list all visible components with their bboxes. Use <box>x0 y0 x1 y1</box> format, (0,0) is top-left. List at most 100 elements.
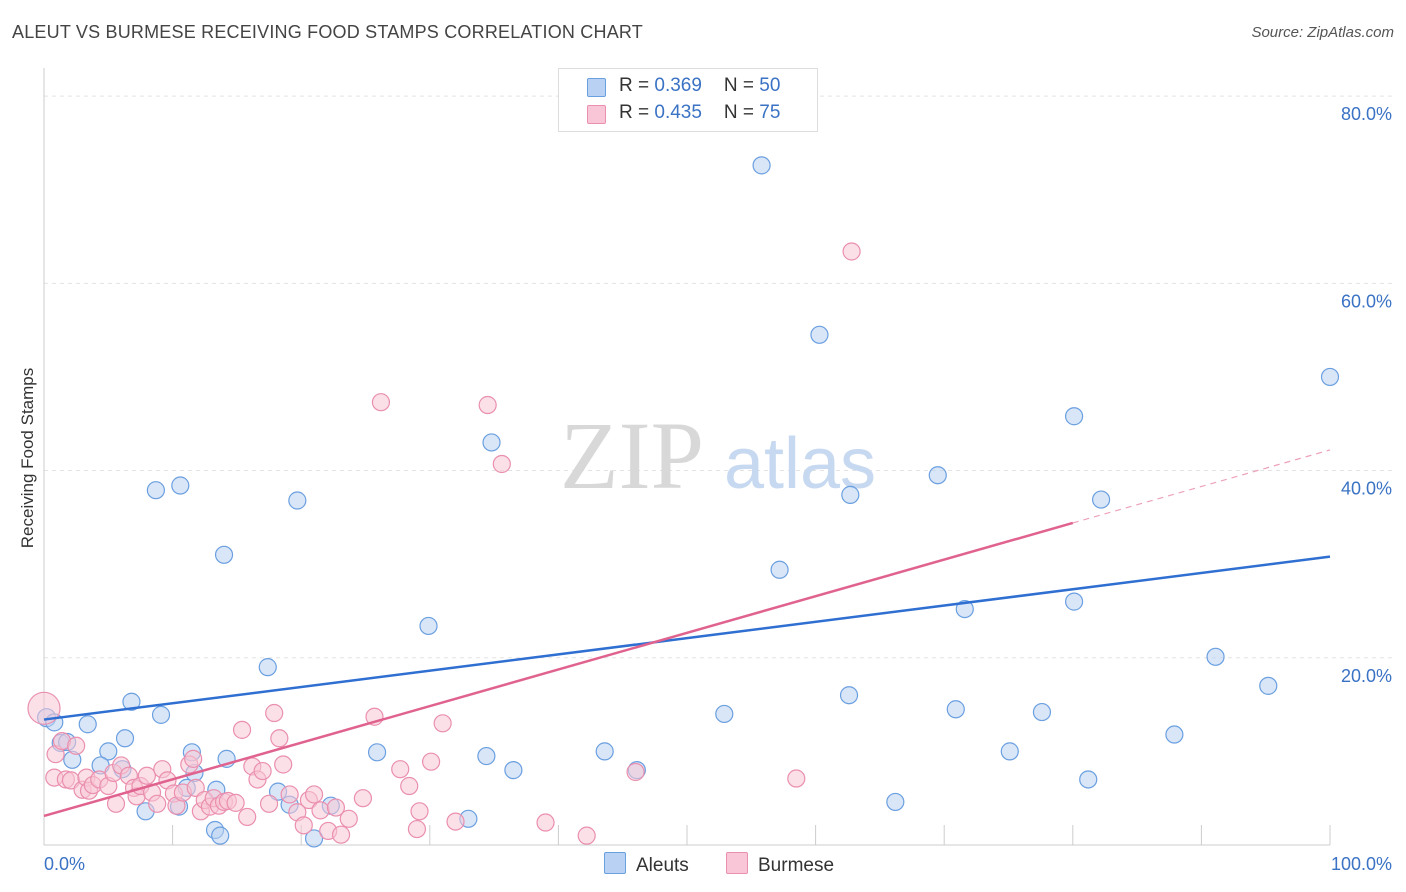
burmese-trend-line <box>43 521 1074 818</box>
burmese-point <box>339 809 358 828</box>
aleuts-point <box>482 433 501 452</box>
y-tick-label: 60.0% <box>1341 291 1392 311</box>
aleuts-point <box>288 491 307 510</box>
aleuts-point <box>146 481 165 500</box>
burmese-point <box>226 793 245 812</box>
legend-n-label: N = <box>723 102 760 123</box>
bottom-legend-swatch-burmese <box>726 852 748 874</box>
bottom-legend-label-burmese: Burmese <box>758 855 835 876</box>
legend-r-value-burmese: 0.435 <box>654 102 702 123</box>
burmese-point <box>353 789 373 808</box>
burmese-point <box>186 778 205 797</box>
burmese-point <box>391 760 410 779</box>
aleuts-point <box>151 705 171 724</box>
aleuts-point <box>1032 702 1052 722</box>
chart-title: ALEUT VS BURMESE RECEIVING FOOD STAMPS C… <box>12 22 643 42</box>
burmese-point <box>67 736 86 755</box>
trend-lines <box>43 449 1331 818</box>
burmese-point <box>270 729 289 748</box>
aleuts-point <box>1165 725 1184 744</box>
watermark: ZIP atlas <box>560 402 876 509</box>
watermark-zip: ZIP <box>560 402 704 509</box>
aleuts-point <box>258 658 277 677</box>
aleuts-trend-line <box>43 555 1331 721</box>
aleuts-point <box>304 829 324 848</box>
tick-labels: 20.0% 40.0% 60.0% 80.0% 0.0% 100.0% <box>44 104 1392 874</box>
burmese-point <box>148 794 167 813</box>
legend-r-label: R = <box>619 75 655 96</box>
x-tick-label: 100.0% <box>1331 854 1392 874</box>
burmese-point <box>433 714 452 733</box>
burmese-points <box>27 242 861 845</box>
aleuts-point <box>839 686 859 705</box>
burmese-trend-extension <box>1072 449 1331 524</box>
aleuts-point <box>946 700 965 719</box>
aleuts-point <box>122 692 141 711</box>
aleuts-point <box>841 485 860 504</box>
legend-r-value-aleuts: 0.369 <box>654 75 702 96</box>
burmese-point <box>274 755 293 774</box>
legend-n-label: N = <box>723 75 760 96</box>
legend-n-value-burmese: 75 <box>759 102 781 123</box>
aleuts-point <box>367 743 387 762</box>
aleuts-point <box>171 476 190 495</box>
burmese-point <box>238 807 257 827</box>
legend-swatch-burmese <box>587 105 606 124</box>
legend-r-label: R = <box>619 102 655 123</box>
aleuts-point <box>78 715 97 734</box>
burmese-point <box>326 798 346 817</box>
burmese-point <box>478 395 497 415</box>
legend-n-value-aleuts: 50 <box>759 75 781 96</box>
gridlines <box>44 95 1392 659</box>
aleuts-point <box>214 545 234 564</box>
aleuts-point <box>477 746 496 766</box>
burmese-point <box>265 703 284 723</box>
burmese-point <box>253 761 272 781</box>
burmese-point <box>410 802 429 821</box>
aleuts-point <box>115 729 135 748</box>
legend-swatch-aleuts <box>587 78 606 97</box>
burmese-point <box>371 393 391 412</box>
aleuts-point <box>595 742 614 761</box>
burmese-point <box>184 749 203 768</box>
burmese-point <box>259 794 279 813</box>
y-axis-label: Receiving Food Stamps <box>18 367 37 549</box>
bottom-legend-swatch-aleuts <box>604 852 626 874</box>
burmese-point <box>400 776 419 796</box>
bottom-legend-label-aleuts: Aleuts <box>636 855 689 876</box>
aleuts-point <box>1064 592 1084 611</box>
aleuts-point <box>1064 407 1084 426</box>
y-tick-label: 40.0% <box>1341 479 1392 499</box>
bottom-legend-aleuts: Aleuts <box>604 852 689 877</box>
aleuts-point <box>1091 490 1111 509</box>
aleuts-point <box>419 616 438 636</box>
y-tick-label: 20.0% <box>1341 666 1392 686</box>
aleuts-point <box>1259 676 1278 695</box>
burmese-point <box>27 691 61 725</box>
x-tick-label: 0.0% <box>44 854 85 874</box>
bottom-legend-burmese: Burmese <box>726 852 834 877</box>
aleuts-point <box>715 704 734 724</box>
burmese-point <box>787 769 806 788</box>
burmese-point <box>280 785 299 804</box>
aleuts-point <box>1079 770 1098 789</box>
aleuts-point <box>99 742 118 761</box>
burmese-point <box>492 454 511 474</box>
burmese-point <box>536 813 555 832</box>
aleuts-point <box>886 792 905 812</box>
burmese-point <box>407 819 427 839</box>
aleuts-point <box>504 761 523 780</box>
burmese-point <box>137 766 156 785</box>
aleuts-point <box>211 826 230 845</box>
aleuts-point <box>928 466 947 485</box>
burmese-point <box>626 762 645 782</box>
burmese-point <box>311 801 330 820</box>
aleuts-point <box>1206 647 1225 666</box>
legend: R = 0.369 N = 50 R = 0.435 N = 75 <box>558 68 818 132</box>
burmese-point <box>577 826 596 845</box>
burmese-point <box>446 812 465 831</box>
aleuts-point <box>1320 367 1340 387</box>
burmese-point <box>421 752 441 771</box>
burmese-point <box>842 242 861 261</box>
